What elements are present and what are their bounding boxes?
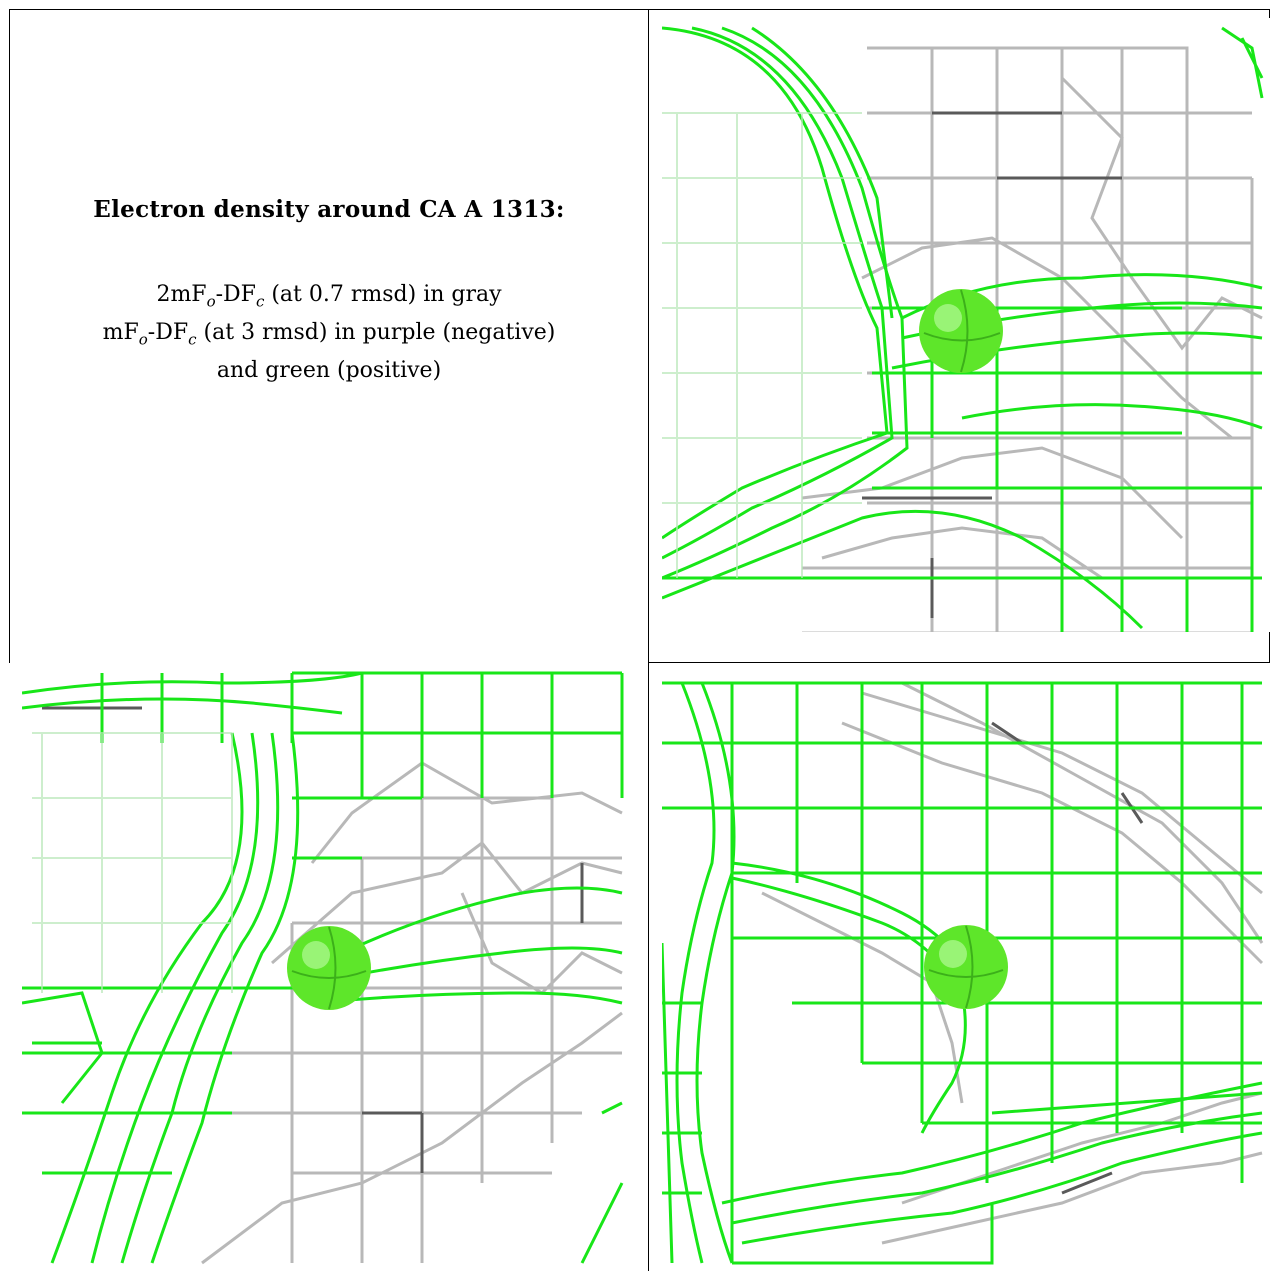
view-bottom-left xyxy=(22,663,632,1271)
faded-mesh xyxy=(32,732,233,993)
calcium-atom xyxy=(924,925,1008,1009)
caption-body: 2mFo-DFc (at 0.7 rmsd) in gray mFo-DFc (… xyxy=(103,279,556,388)
view-top-right xyxy=(662,18,1270,632)
frame-top xyxy=(10,9,1270,10)
faded-mesh xyxy=(662,112,862,578)
calcium-atom xyxy=(919,289,1003,373)
caption-line-green: and green (positive) xyxy=(216,358,442,384)
caption-line-purple: mFo-DFc (at 3 rmsd) in purple (negative) xyxy=(102,320,556,349)
gray-mesh xyxy=(201,761,623,1265)
density-map-bottom-right xyxy=(662,681,1264,1265)
view-bottom-right xyxy=(662,663,1270,1271)
caption-title: Electron density around CA A 1313: xyxy=(93,195,565,223)
density-map-bottom-left xyxy=(22,671,624,1265)
dark-gray-mesh xyxy=(862,111,1122,618)
dark-gray-mesh xyxy=(42,706,584,1173)
caption-line-gray: 2mFo-DFc (at 0.7 rmsd) in gray xyxy=(156,281,502,310)
calcium-atom xyxy=(287,926,371,1010)
caption-panel: Electron density around CA A 1313: 2mFo-… xyxy=(10,10,648,663)
density-map-top-right xyxy=(662,26,1264,632)
gray-mesh xyxy=(761,681,1264,1245)
frame-left xyxy=(9,9,10,663)
frame-middle-vertical xyxy=(648,9,649,1271)
